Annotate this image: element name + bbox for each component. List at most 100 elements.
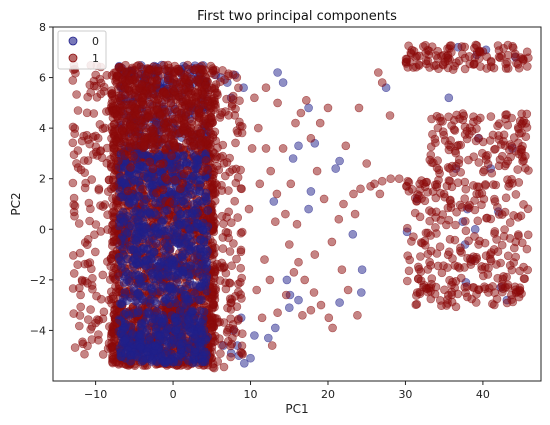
point-series-1-4519 [328, 323, 337, 333]
point-series-1-4025 [460, 64, 470, 74]
point-series-1-3057 [162, 175, 172, 184]
point-series-1-3947 [232, 302, 242, 312]
point-series-0-2984 [273, 68, 282, 77]
point-series-1-3835 [96, 89, 106, 99]
point-series-1-4402 [497, 240, 507, 250]
point-series-0-2456 [134, 274, 144, 284]
point-series-1-4412 [466, 260, 476, 269]
point-series-1-4451 [482, 213, 492, 223]
point-series-1-4523 [356, 184, 365, 194]
point-series-1-4065 [470, 43, 479, 53]
point-series-0-2649 [135, 191, 144, 201]
point-series-0-2093 [158, 318, 167, 327]
point-series-1-4487 [416, 276, 426, 286]
point-series-1-4096 [508, 41, 517, 51]
point-series-0-2672 [125, 199, 134, 208]
point-series-1-3801 [91, 70, 100, 80]
point-series-1-3832 [85, 216, 94, 226]
point-series-1-4522 [349, 189, 358, 199]
point-series-1-4449 [490, 197, 500, 206]
point-series-1-4562 [310, 250, 320, 259]
point-series-1-3506 [195, 75, 204, 84]
point-series-1-4209 [462, 126, 472, 136]
point-series-1-3833 [89, 150, 98, 159]
point-series-0-2995 [294, 295, 303, 305]
point-series-1-4438 [436, 215, 446, 225]
point-series-1-3664 [165, 63, 174, 73]
point-series-1-3784 [114, 156, 123, 166]
point-series-1-3651 [148, 89, 157, 98]
point-series-1-4488 [467, 294, 477, 304]
point-series-1-3064 [158, 185, 168, 195]
point-series-0-2092 [151, 341, 160, 351]
point-series-1-3814 [97, 153, 107, 162]
point-series-1-3981 [207, 116, 217, 125]
point-series-0-2441 [201, 244, 211, 254]
point-series-1-4347 [461, 226, 471, 236]
point-series-0-2996 [250, 331, 259, 340]
point-series-1-3053 [123, 186, 133, 196]
point-series-1-3831 [76, 165, 86, 175]
point-series-1-4534 [278, 144, 288, 153]
point-series-1-4518 [324, 313, 334, 323]
point-series-1-3963 [232, 73, 242, 82]
point-series-0-2665 [189, 171, 198, 181]
point-series-1-4223 [434, 165, 444, 175]
point-series-0-2993 [304, 204, 313, 214]
point-series-0-2453 [164, 258, 173, 268]
point-series-1-3059 [120, 151, 129, 160]
point-series-1-3748 [90, 230, 99, 239]
point-series-1-3557 [124, 143, 133, 153]
point-series-1-3935 [209, 363, 219, 373]
point-series-1-4432 [448, 254, 457, 263]
point-series-1-4512 [281, 209, 290, 219]
point-series-1-3779 [105, 322, 114, 331]
point-series-1-4367 [423, 228, 433, 238]
point-series-1-4505 [451, 302, 461, 312]
point-series-1-3535 [205, 127, 214, 136]
point-series-1-3778 [83, 240, 92, 249]
point-series-1-4442 [423, 265, 433, 274]
point-series-1-3966 [222, 158, 232, 167]
point-series-1-4157 [521, 119, 531, 128]
point-series-0-2994 [306, 187, 316, 196]
point-series-1-4566 [362, 159, 372, 168]
point-series-0-3011 [335, 156, 344, 166]
point-series-1-4445 [477, 189, 487, 198]
y-tick-label-1: −2 [30, 274, 46, 287]
point-series-0-2083 [120, 336, 130, 345]
point-series-0-2087 [189, 314, 199, 323]
point-series-1-3566 [187, 117, 197, 126]
point-series-1-4450 [412, 197, 421, 206]
point-series-1-3804 [91, 131, 100, 141]
point-series-1-4441 [420, 236, 430, 246]
point-series-1-3830 [109, 335, 119, 345]
point-series-1-3620 [193, 88, 203, 97]
point-series-1-3950 [236, 263, 245, 273]
point-series-1-3644 [153, 134, 163, 144]
point-series-1-3898 [212, 161, 222, 171]
point-series-1-3701 [112, 137, 122, 147]
point-series-1-4084 [486, 57, 496, 67]
point-series-0-2044 [175, 340, 185, 349]
point-series-1-4500 [480, 282, 489, 292]
point-series-1-4396 [444, 215, 454, 225]
point-series-1-3052 [156, 159, 165, 169]
point-series-1-617 [111, 357, 120, 367]
point-series-1-3983 [217, 211, 227, 221]
point-series-1-4183 [514, 124, 523, 134]
point-series-1-4150 [444, 145, 454, 155]
point-series-1-4162 [464, 155, 473, 165]
point-series-1-3794 [99, 307, 109, 317]
y-tick-label-6: 8 [39, 21, 46, 34]
point-series-1-3812 [108, 91, 117, 100]
point-series-1-4309 [507, 265, 517, 275]
point-series-1-4545 [312, 166, 322, 176]
point-series-1-4155 [522, 109, 532, 119]
point-series-0-2041 [116, 329, 126, 338]
point-series-1-3591 [201, 80, 210, 90]
point-series-1-4448 [500, 225, 509, 234]
point-series-1-4202 [483, 151, 492, 160]
point-series-1-3820 [86, 204, 95, 214]
point-series-1-3643 [200, 114, 209, 124]
